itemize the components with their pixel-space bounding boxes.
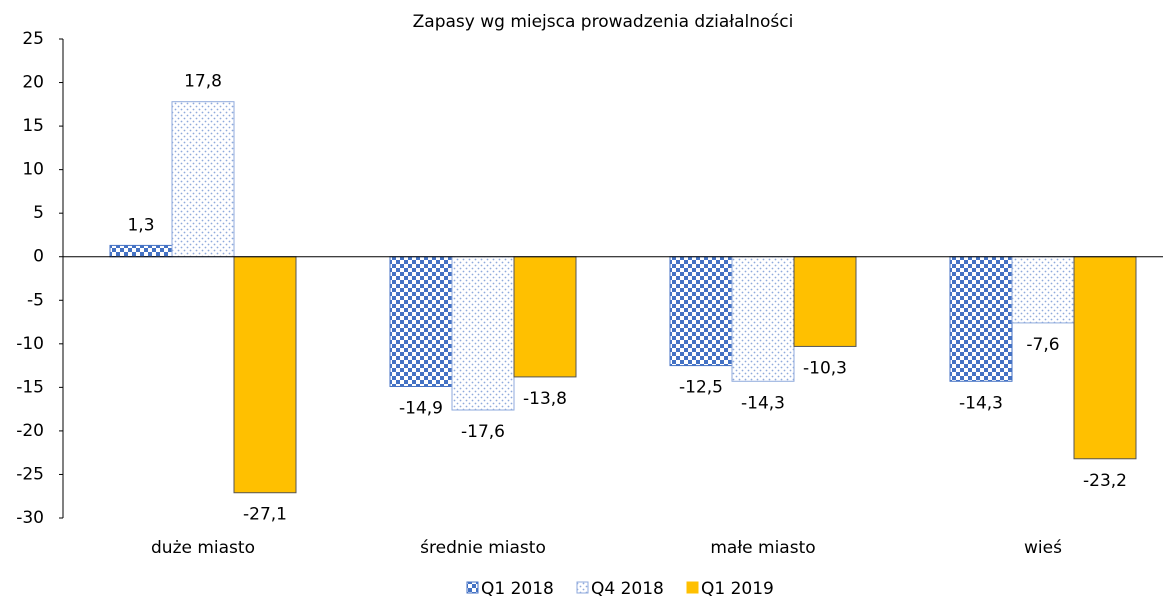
y-tick-label: 0	[33, 247, 44, 267]
y-tick-label: -5	[27, 290, 44, 310]
y-tick-label: 5	[33, 203, 44, 223]
y-tick-label: 20	[22, 73, 44, 93]
bar	[793, 256, 857, 347]
value-label: -27,1	[243, 505, 287, 525]
x-tick-label: małe miasto	[710, 538, 815, 558]
legend-swatch	[576, 581, 589, 594]
value-label: -12,5	[679, 378, 723, 398]
bar	[389, 256, 453, 387]
legend-label: Q1 2018	[481, 579, 554, 599]
value-label: -7,6	[1026, 335, 1059, 355]
legend-label: Q1 2019	[701, 579, 774, 599]
x-tick-label: wieś	[1024, 538, 1062, 558]
bar	[1011, 256, 1075, 324]
bar	[171, 101, 235, 258]
value-label: -14,9	[399, 398, 443, 418]
x-tick-label: duże miasto	[151, 538, 255, 558]
bar	[451, 256, 515, 411]
value-label: -14,3	[741, 393, 785, 413]
y-tick-label: 15	[22, 116, 44, 136]
y-tick-label: 10	[22, 160, 44, 180]
y-tick-label: -15	[16, 377, 44, 397]
value-label: -14,3	[959, 393, 1003, 413]
bar	[233, 256, 297, 494]
bar	[1073, 256, 1137, 460]
y-tick-label: 25	[22, 29, 44, 49]
bar	[109, 244, 173, 258]
legend-swatch	[686, 581, 699, 594]
legend-swatch	[466, 581, 479, 594]
value-label: -13,8	[523, 389, 567, 409]
value-label: 1,3	[127, 215, 154, 235]
y-tick-label: -25	[16, 464, 44, 484]
bar	[949, 256, 1013, 382]
bar	[513, 256, 577, 378]
legend-label: Q4 2018	[591, 579, 664, 599]
y-tick-label: -20	[16, 421, 44, 441]
bar	[669, 256, 733, 367]
chart-title: Zapasy wg miejsca prowadzenia działalnoś…	[413, 12, 794, 32]
value-label: -23,2	[1083, 471, 1127, 491]
value-label: -17,6	[461, 422, 505, 442]
bar	[731, 256, 795, 382]
x-tick-label: średnie miasto	[420, 538, 546, 558]
value-label: -10,3	[803, 358, 847, 378]
value-label: 17,8	[184, 72, 222, 92]
y-tick-label: -10	[16, 334, 44, 354]
y-tick-label: -30	[16, 508, 44, 528]
